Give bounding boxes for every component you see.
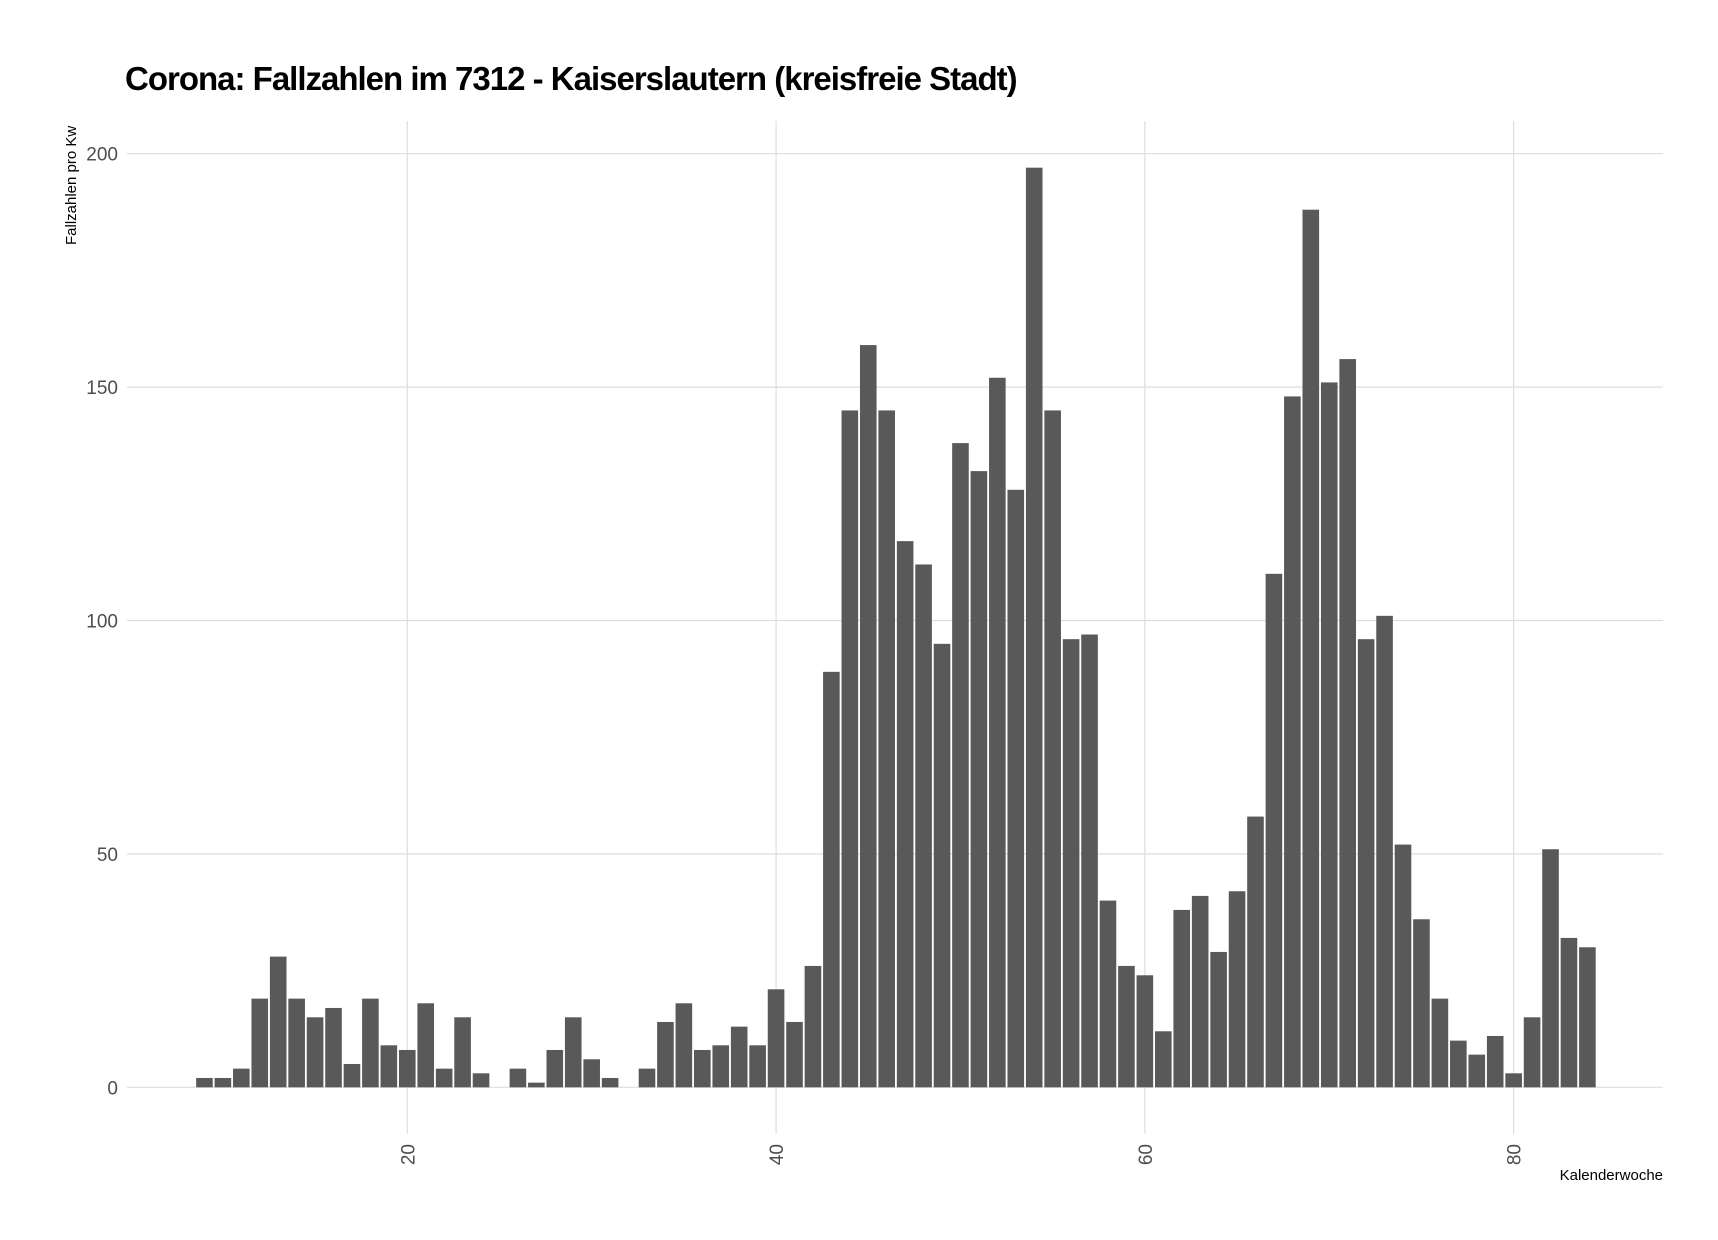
bar — [804, 965, 822, 1088]
bar — [233, 1068, 250, 1088]
bar — [509, 1068, 527, 1088]
bar — [694, 1049, 711, 1088]
bar — [1505, 1073, 1522, 1088]
bar — [915, 564, 932, 1088]
y-tick-label: 100 — [86, 611, 118, 632]
bar — [251, 998, 269, 1088]
y-tick-label: 200 — [86, 145, 118, 166]
bar — [1210, 951, 1227, 1088]
bar — [1376, 615, 1393, 1088]
y-tick-label: 0 — [107, 1078, 118, 1099]
y-tick-label: 50 — [97, 845, 118, 866]
y-tick-label: 150 — [86, 378, 118, 399]
bar — [306, 1017, 324, 1088]
bar — [952, 443, 969, 1088]
bar — [1099, 900, 1117, 1088]
bar — [786, 1021, 803, 1088]
bar — [1413, 919, 1430, 1088]
bar — [712, 1045, 730, 1088]
bar — [1468, 1054, 1486, 1088]
x-tick-label: 40 — [767, 1144, 788, 1165]
bar — [896, 541, 914, 1088]
bar — [1191, 895, 1209, 1088]
bar — [1284, 396, 1301, 1088]
bar — [196, 1077, 213, 1088]
x-tick-label: 20 — [398, 1144, 419, 1165]
bar — [435, 1068, 453, 1088]
bar — [1542, 849, 1559, 1088]
bar — [878, 410, 895, 1088]
bar — [749, 1045, 766, 1088]
bar — [859, 345, 877, 1088]
bar — [989, 377, 1006, 1088]
bar — [380, 1045, 398, 1088]
bar — [675, 1003, 693, 1088]
bar — [1486, 1035, 1504, 1088]
bar — [1228, 891, 1246, 1088]
bar — [1523, 1017, 1541, 1088]
x-axis-title: Kalenderwoche — [1560, 1167, 1663, 1184]
bar — [269, 956, 287, 1088]
bar — [343, 1063, 361, 1088]
bar — [1357, 639, 1375, 1088]
bar — [638, 1068, 656, 1088]
bar — [1302, 209, 1320, 1088]
y-axis-title: Fallzahlen pro Kw — [63, 126, 80, 245]
bar — [823, 671, 840, 1088]
bar — [1560, 937, 1578, 1088]
bar — [970, 471, 988, 1088]
bar — [1394, 844, 1412, 1088]
bar — [1025, 167, 1043, 1088]
bar — [1081, 634, 1098, 1088]
x-tick-label: 80 — [1505, 1144, 1526, 1165]
bar — [325, 1007, 342, 1088]
bar — [214, 1077, 232, 1088]
bar — [767, 989, 785, 1088]
bar — [472, 1073, 490, 1088]
bar — [1431, 998, 1449, 1088]
bar — [841, 410, 859, 1088]
bar — [1118, 965, 1135, 1088]
bar — [1062, 639, 1080, 1088]
bar — [454, 1017, 471, 1088]
bar — [1044, 410, 1061, 1088]
bar — [730, 1026, 748, 1088]
bar — [583, 1059, 600, 1088]
bar — [417, 1003, 435, 1088]
bar — [1320, 382, 1338, 1088]
bar — [1007, 489, 1025, 1088]
bar — [528, 1082, 545, 1088]
bar — [1154, 1031, 1172, 1088]
bar — [1136, 975, 1154, 1088]
bar — [1247, 816, 1264, 1088]
bar — [564, 1017, 582, 1088]
bar — [546, 1049, 564, 1088]
bar — [601, 1077, 619, 1088]
bar — [362, 998, 379, 1088]
x-tick-label: 60 — [1136, 1144, 1157, 1165]
chart-title: Corona: Fallzahlen im 7312 - Kaiserslaut… — [125, 60, 1017, 97]
bar — [1265, 573, 1283, 1088]
bar — [288, 998, 305, 1088]
bar — [1579, 947, 1596, 1088]
bar — [1339, 359, 1356, 1088]
bar — [933, 643, 951, 1088]
bar — [1173, 909, 1191, 1088]
bar — [398, 1049, 416, 1088]
bar — [1450, 1040, 1467, 1088]
bar — [657, 1021, 674, 1088]
